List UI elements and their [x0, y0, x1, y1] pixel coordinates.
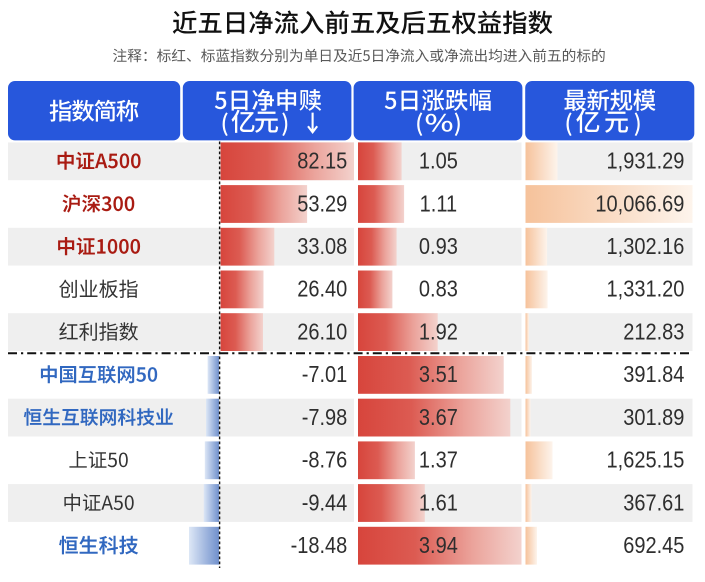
- svg-text:1.61: 1.61: [419, 489, 458, 516]
- svg-text:1.11: 1.11: [420, 190, 457, 217]
- svg-text:1,931.29: 1,931.29: [607, 147, 685, 174]
- svg-text:-7.01: -7.01: [302, 361, 348, 388]
- svg-text:-7.98: -7.98: [302, 404, 348, 431]
- svg-text:-18.48: -18.48: [291, 532, 348, 559]
- svg-text:26.40: 26.40: [297, 275, 347, 302]
- svg-text:-8.76: -8.76: [302, 446, 348, 473]
- svg-text:3.51: 3.51: [419, 361, 458, 388]
- svg-text:1.37: 1.37: [419, 446, 458, 473]
- svg-text:692.45: 692.45: [623, 532, 684, 559]
- svg-text:-9.44: -9.44: [302, 489, 348, 516]
- svg-text:3.94: 3.94: [419, 532, 458, 559]
- svg-text:3.67: 3.67: [419, 404, 458, 431]
- svg-text:391.84: 391.84: [623, 361, 684, 388]
- svg-text:1,331.20: 1,331.20: [607, 275, 685, 302]
- svg-text:82.15: 82.15: [297, 147, 347, 174]
- svg-text:1.05: 1.05: [419, 147, 458, 174]
- svg-text:367.61: 367.61: [623, 489, 684, 516]
- svg-text:0.83: 0.83: [419, 275, 458, 302]
- svg-text:10,066.69: 10,066.69: [595, 190, 684, 217]
- svg-text:26.10: 26.10: [297, 318, 347, 345]
- svg-text:1,302.16: 1,302.16: [607, 233, 685, 260]
- svg-text:0.93: 0.93: [419, 233, 458, 260]
- svg-text:1,625.15: 1,625.15: [607, 446, 685, 473]
- svg-text:33.08: 33.08: [297, 233, 347, 260]
- svg-text:53.29: 53.29: [297, 190, 347, 217]
- svg-text:1.92: 1.92: [419, 318, 458, 345]
- svg-text:301.89: 301.89: [623, 404, 684, 431]
- svg-text:212.83: 212.83: [623, 318, 684, 345]
